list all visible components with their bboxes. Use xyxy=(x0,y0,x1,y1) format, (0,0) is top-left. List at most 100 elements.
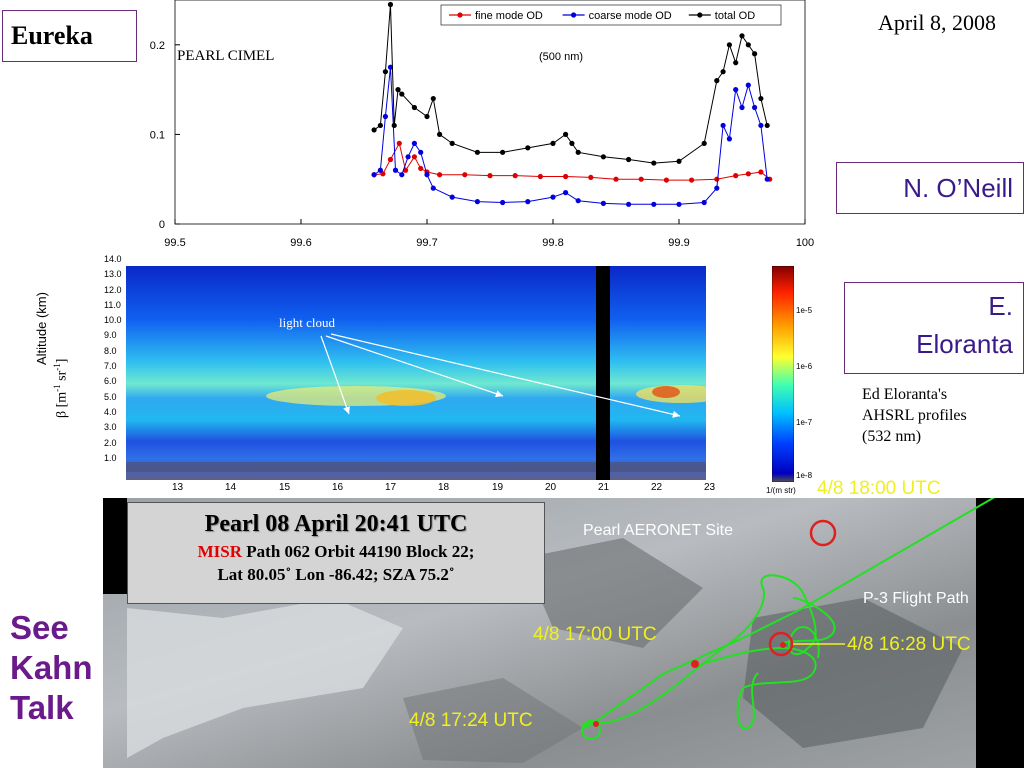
data-point xyxy=(575,149,581,155)
data-point xyxy=(714,185,720,191)
lidar-xtick: 20 xyxy=(545,482,557,493)
lidar-ytick: 13.0 xyxy=(104,269,122,280)
data-point xyxy=(424,113,430,120)
data-point xyxy=(651,160,657,166)
lidar-panel: 14.0 13.0 12.0 11.0 10.0 9.0 8.0 7.0 6.0… xyxy=(96,250,816,498)
lidar-ytick: 8.0 xyxy=(104,345,117,356)
data-point xyxy=(411,104,417,111)
oneill-box: N. O’Neill xyxy=(836,162,1024,214)
colorbar-tick: 1e-6 xyxy=(796,362,813,371)
misr-path: Path 062 Orbit 44190 Block 22; xyxy=(242,542,475,561)
data-point xyxy=(600,200,606,206)
lidar-xtick: 17 xyxy=(385,482,397,493)
data-point xyxy=(487,173,493,179)
misr-title: Pearl 08 April 20:41 UTC xyxy=(204,511,468,537)
data-point xyxy=(418,149,424,155)
data-point xyxy=(411,140,417,146)
data-point xyxy=(392,167,399,173)
site-title-box: Eureka xyxy=(2,10,137,62)
data-point xyxy=(758,95,764,102)
data-point xyxy=(689,177,695,183)
data-point xyxy=(537,173,543,180)
data-point xyxy=(720,122,726,129)
data-point xyxy=(752,104,758,111)
lidar-ytick: 1.0 xyxy=(104,452,117,463)
x-tick-label: 99.6 xyxy=(290,237,311,249)
lidar-ytick: 2.0 xyxy=(104,437,117,448)
lidar-xtick: 21 xyxy=(598,482,610,493)
data-point xyxy=(676,158,682,164)
colorbar-tick: 1e-5 xyxy=(796,306,813,315)
time-label-1628: 4/8 16:28 UTC xyxy=(847,634,971,655)
data-point xyxy=(525,145,531,151)
site-title: Eureka xyxy=(11,21,93,50)
plot-area xyxy=(174,0,806,225)
data-point xyxy=(474,149,480,155)
lidar-ylabel-beta: β [m-1 sr-1] xyxy=(52,358,70,418)
legend-label: fine mode OD xyxy=(475,10,543,22)
lidar-xtick: 22 xyxy=(651,482,663,493)
data-point xyxy=(676,201,682,207)
data-point xyxy=(377,122,383,129)
colorbar-tick: 1e-7 xyxy=(796,418,813,427)
time-label-1700: 4/8 17:00 UTC xyxy=(533,624,657,645)
page-date: April 8, 2008 xyxy=(878,10,996,35)
data-point xyxy=(600,154,606,160)
misr-line1: MISR Path 062 Orbit 44190 Block 22; xyxy=(128,542,544,562)
data-point xyxy=(474,199,480,205)
lidar-ytick: 7.0 xyxy=(104,361,117,372)
data-point xyxy=(563,173,569,180)
data-point xyxy=(512,173,518,179)
legend-swatch-marker xyxy=(457,12,463,18)
od-chart: 99.5 99.6 99.7 99.8 99.9 100 0 0.1 0.2 fine mode … xyxy=(150,0,814,249)
data-point xyxy=(563,131,569,137)
legend-label: coarse mode OD xyxy=(589,10,672,22)
cloud-arrows xyxy=(320,333,681,418)
data-point xyxy=(387,1,394,8)
misr-label: MISR xyxy=(197,542,243,561)
chart-annotation: (500 nm) xyxy=(539,51,583,63)
data-point xyxy=(405,154,411,160)
lidar-ytick: 12.0 xyxy=(104,284,122,295)
eloranta-box: E. Eloranta xyxy=(844,282,1024,374)
data-point xyxy=(430,95,436,102)
colorbar-tick: 1e-8 xyxy=(796,471,813,480)
data-point xyxy=(550,140,556,146)
eloranta-name-2: Eloranta xyxy=(916,329,1013,359)
misr-line2: Lat 80.05˚ Lon -86.42; SZA 75.2˚ xyxy=(217,565,455,584)
data-point xyxy=(663,177,670,183)
data-point xyxy=(733,173,739,179)
data-point xyxy=(764,122,770,129)
data-point xyxy=(377,167,383,173)
eloranta-note-line: AHSRL profiles xyxy=(862,407,967,424)
data-point xyxy=(726,136,733,142)
data-point xyxy=(500,149,506,155)
data-point xyxy=(638,176,644,182)
legend-swatch-marker xyxy=(697,12,703,18)
data-point xyxy=(701,140,707,146)
lidar-ytick: 4.0 xyxy=(104,406,117,417)
data-point xyxy=(739,104,745,111)
lidar-ytick: 11.0 xyxy=(104,299,121,310)
data-point xyxy=(651,201,657,207)
see-kahn-talk: See Kahn Talk xyxy=(10,608,93,728)
y-tick-label: 0 xyxy=(159,219,165,231)
x-tick-label: 99.5 xyxy=(164,237,185,249)
data-point xyxy=(613,176,619,182)
data-point xyxy=(588,174,594,181)
lidar-xtick-labels: 13 14 15 16 17 18 19 20 21 22 23 xyxy=(126,482,715,496)
data-point xyxy=(399,172,405,178)
data-point xyxy=(395,87,401,93)
lidar-ytick: 14.0 xyxy=(104,254,122,264)
data-point xyxy=(758,122,764,129)
lidar-ytick: 10.0 xyxy=(104,315,122,326)
data-point xyxy=(424,172,430,178)
lidar-xtick: 15 xyxy=(279,482,291,493)
eloranta-note-line: (532 nm) xyxy=(862,428,922,445)
lidar-xtick: 13 xyxy=(172,482,184,493)
data-point xyxy=(745,42,751,48)
x-tick-label: 99.8 xyxy=(542,237,563,249)
eloranta-name-1: E. xyxy=(988,291,1013,321)
lidar-ytick: 5.0 xyxy=(104,391,117,402)
data-point xyxy=(437,172,443,178)
